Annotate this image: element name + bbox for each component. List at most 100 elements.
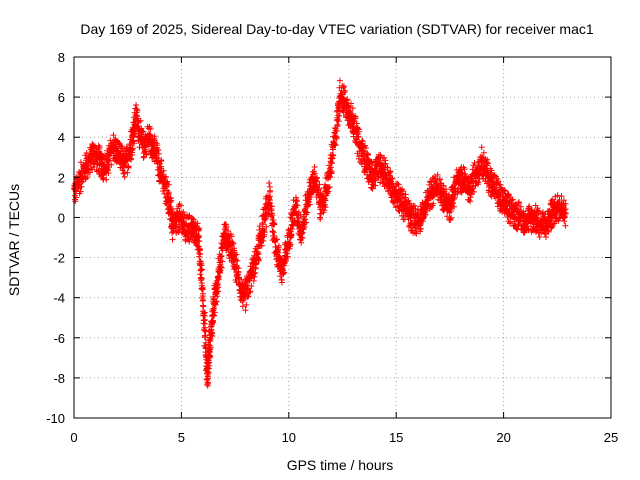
data-point	[326, 184, 333, 190]
data-point	[536, 234, 543, 240]
data-point	[333, 108, 340, 115]
data-point	[133, 112, 140, 119]
data-point	[147, 126, 154, 132]
data-point	[284, 253, 291, 260]
data-point	[207, 344, 214, 351]
data-point	[258, 242, 265, 249]
data-point	[293, 194, 299, 201]
data-point	[155, 150, 162, 157]
data-point	[199, 293, 206, 300]
data-point	[299, 235, 306, 241]
data-point	[382, 160, 389, 167]
data-point	[233, 257, 240, 263]
x-tick-label: 20	[496, 430, 510, 445]
data-point	[133, 102, 140, 108]
data-point	[321, 202, 328, 209]
x-tick-label: 0	[70, 430, 77, 445]
data-point	[124, 169, 131, 176]
data-point	[334, 123, 341, 129]
data-point	[209, 333, 216, 340]
data-point	[252, 269, 259, 276]
data-point	[245, 293, 252, 300]
data-point	[206, 359, 213, 366]
data-point	[303, 203, 310, 210]
data-point	[225, 228, 232, 234]
data-point	[332, 141, 339, 148]
data-point	[301, 224, 308, 230]
data-point	[274, 236, 280, 243]
data-point	[199, 266, 205, 273]
data-point	[269, 212, 276, 219]
data-point	[107, 150, 114, 157]
data-point	[134, 107, 141, 114]
data-point	[272, 237, 279, 244]
data-point	[165, 181, 172, 188]
data-point	[255, 251, 262, 257]
data-point	[246, 289, 253, 296]
data-point	[243, 301, 250, 308]
data-point	[562, 222, 569, 229]
x-tick-label: 5	[178, 430, 185, 445]
data-points	[71, 77, 569, 389]
y-tick-label: -2	[53, 251, 65, 266]
data-point	[260, 237, 267, 244]
data-point	[209, 306, 216, 313]
data-point	[352, 113, 359, 120]
data-point	[129, 145, 136, 152]
data-point	[255, 257, 262, 264]
data-point	[218, 263, 225, 270]
x-tick-label: 25	[604, 430, 618, 445]
data-point	[186, 238, 193, 245]
data-point	[209, 318, 216, 325]
data-point	[110, 132, 117, 139]
data-point	[108, 161, 115, 168]
data-point	[333, 134, 340, 141]
data-point	[234, 257, 241, 264]
data-point	[77, 188, 84, 195]
data-point	[164, 178, 171, 185]
data-point	[313, 174, 320, 181]
data-point	[197, 251, 204, 258]
data-point	[239, 303, 246, 310]
data-point	[365, 152, 371, 158]
data-point	[356, 128, 363, 135]
data-point	[213, 298, 220, 305]
data-point	[219, 258, 226, 265]
data-point	[198, 260, 205, 267]
data-point	[196, 225, 203, 232]
data-point	[271, 221, 277, 228]
data-point	[266, 180, 273, 186]
data-point	[321, 196, 328, 203]
data-point	[201, 334, 208, 340]
data-point	[362, 145, 369, 151]
data-point	[255, 256, 262, 263]
data-point	[321, 207, 328, 214]
y-tick-label: 4	[58, 130, 65, 145]
data-point	[289, 226, 296, 232]
data-point	[207, 352, 214, 359]
data-point	[202, 328, 209, 335]
x-tick-label: 10	[282, 430, 296, 445]
data-point	[215, 284, 221, 291]
data-point	[223, 221, 229, 228]
data-point	[298, 230, 305, 237]
y-tick-label: -10	[46, 411, 65, 426]
data-point	[121, 173, 128, 180]
data-point	[168, 197, 175, 204]
data-point	[217, 267, 224, 274]
data-point	[275, 249, 282, 256]
data-point	[353, 120, 360, 127]
data-point	[349, 122, 356, 129]
data-point	[180, 209, 187, 215]
data-point	[178, 202, 184, 209]
data-point	[211, 312, 218, 319]
data-point	[340, 84, 347, 91]
data-point	[342, 87, 349, 94]
data-point	[275, 242, 282, 249]
data-point	[200, 310, 207, 317]
data-point	[101, 155, 107, 162]
data-point	[199, 284, 206, 291]
data-point	[333, 127, 340, 134]
y-tick-label: -8	[53, 371, 65, 386]
data-point	[372, 182, 379, 189]
